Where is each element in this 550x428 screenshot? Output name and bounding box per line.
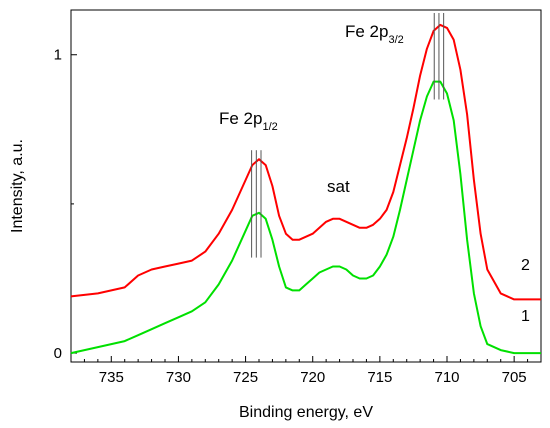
series-layer: [70, 23, 541, 355]
x-tick-label: 715: [367, 369, 392, 386]
x-tick-label: 705: [502, 369, 527, 386]
x-tick-label: 735: [99, 369, 124, 386]
x-tick-label: 710: [434, 369, 459, 386]
plot-frame: [70, 9, 542, 363]
curve-label-1: 1: [521, 308, 530, 325]
annotation-fe-2p32: Fe 2p3/2: [345, 22, 404, 46]
x-tick-label: 720: [300, 369, 325, 386]
x-tick-label: 725: [233, 369, 258, 386]
plot-area: [70, 9, 542, 363]
x-axis-ticks: 735 730 725 720 715 710 705: [83, 356, 542, 386]
series-line-1: [70, 80, 541, 355]
x-axis-label: Binding energy, eV: [239, 404, 373, 421]
series-line-2: [70, 23, 541, 301]
y-tick-label: 1: [54, 47, 62, 64]
y-axis-ticks: 01: [54, 47, 77, 362]
annotation-fe-2p12: Fe 2p1/2: [219, 109, 278, 133]
annotation-sat: sat: [327, 177, 350, 196]
y-tick-label: 0: [54, 345, 62, 362]
y-axis-label: Intensity, a.u.: [9, 139, 26, 233]
peak-marker-lines: [251, 12, 445, 258]
curve-label-2: 2: [521, 257, 530, 274]
x-tick-label: 730: [166, 369, 191, 386]
